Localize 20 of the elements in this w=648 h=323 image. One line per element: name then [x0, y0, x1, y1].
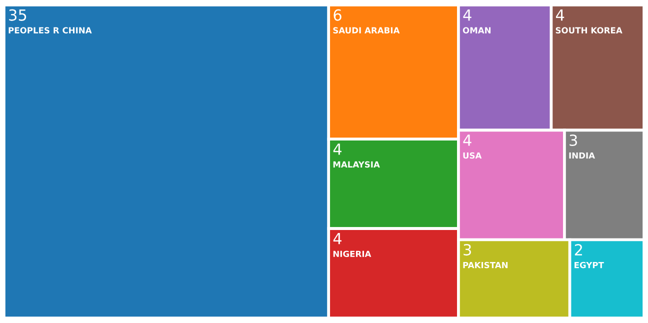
data-label: 4 [333, 233, 342, 244]
category-label: SOUTH KOREA [556, 27, 622, 34]
category-label: MALAYSIA [333, 161, 380, 168]
category-label: INDIA [569, 152, 595, 159]
data-label: 4 [463, 134, 472, 146]
category-label: PEOPLES R CHINA [8, 27, 92, 34]
data-label: 3 [464, 244, 471, 256]
data-label: 6 [334, 9, 342, 21]
category-label: OMAN [462, 27, 491, 34]
category-label: EGYPT [574, 262, 604, 268]
category-label: PAKISTAN [463, 262, 508, 268]
data-label: 4 [333, 144, 342, 155]
data-label: 2 [574, 244, 582, 256]
data-label: 4 [463, 9, 472, 21]
category-label: NIGERIA [333, 250, 372, 258]
data-label: 3 [570, 134, 577, 146]
category-label: SAUDI ARABIA [333, 27, 400, 34]
data-label: 4 [556, 9, 564, 21]
category-label: USA [463, 152, 482, 159]
data-label: 35 [9, 9, 26, 21]
